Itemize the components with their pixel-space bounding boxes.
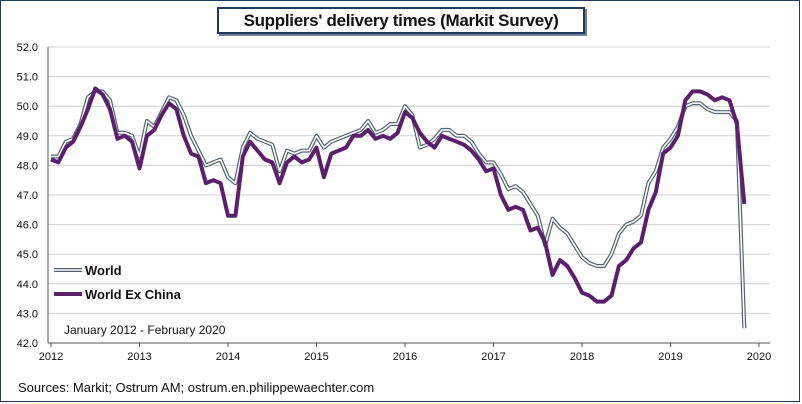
date-range-annotation: January 2012 - February 2020 bbox=[64, 323, 226, 337]
y-tick-label: 49.0 bbox=[17, 131, 38, 143]
x-axis: 2012 2013 2014 2015 2016 2017 2018 2019 2020 bbox=[39, 342, 771, 363]
y-tick-label: 46.0 bbox=[17, 220, 38, 232]
legend-world-label: World bbox=[85, 263, 122, 278]
y-tick-label: 43.0 bbox=[17, 308, 38, 320]
y-tick-label: 51.0 bbox=[17, 72, 38, 84]
y-tick-label: 44.0 bbox=[17, 279, 38, 291]
series-world-ex-china-line bbox=[50, 86, 747, 304]
x-tick-label: 2012 bbox=[39, 351, 63, 363]
y-axis: 52.0 51.0 50.0 49.0 48.0 47.0 46.0 45.0 44.0 43.0… bbox=[17, 42, 49, 350]
x-tick-label: 2018 bbox=[570, 351, 594, 363]
series-world-line-inner bbox=[51, 90, 746, 329]
source-note: Sources: Markit; Ostrum AM; ostrum.en.ph… bbox=[18, 380, 375, 395]
x-tick-label: 2019 bbox=[658, 351, 682, 363]
y-tick-label: 52.0 bbox=[17, 42, 38, 54]
chart-title: Suppliers' delivery times (Markit Survey… bbox=[243, 10, 559, 30]
y-tick-label: 47.0 bbox=[17, 190, 38, 202]
legend: World World Ex China bbox=[54, 263, 182, 302]
y-tick-label: 50.0 bbox=[17, 101, 38, 113]
chart-title-box: Suppliers' delivery times (Markit Survey… bbox=[217, 7, 585, 34]
x-tick-label: 2014 bbox=[216, 351, 240, 363]
x-tick-label: 2015 bbox=[304, 351, 328, 363]
y-tick-label: 42.0 bbox=[17, 338, 38, 350]
x-tick-label: 2020 bbox=[747, 351, 771, 363]
legend-world-ex-china-label: World Ex China bbox=[85, 287, 182, 302]
x-tick-label: 2017 bbox=[481, 351, 505, 363]
y-tick-label: 48.0 bbox=[17, 160, 38, 172]
y-tick-label: 45.0 bbox=[17, 249, 38, 261]
series-lines bbox=[50, 86, 747, 329]
x-tick-label: 2013 bbox=[127, 351, 151, 363]
x-tick-label: 2016 bbox=[393, 351, 417, 363]
